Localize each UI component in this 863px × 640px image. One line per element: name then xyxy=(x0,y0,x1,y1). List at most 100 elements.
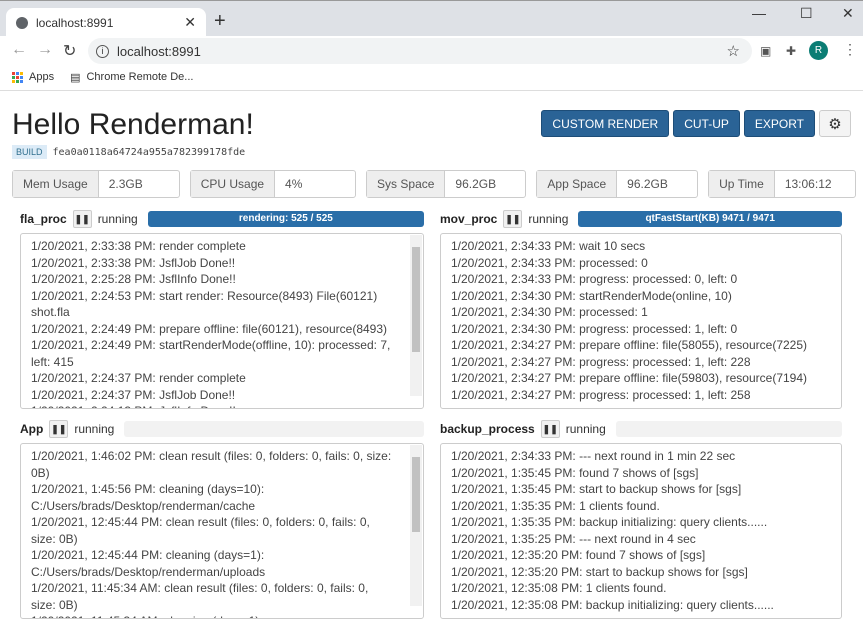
cast-icon[interactable]: ▣ xyxy=(760,44,772,58)
pause-button[interactable]: ❚❚ xyxy=(49,420,69,438)
progress-bar: rendering: 525 / 525 xyxy=(147,211,424,227)
scrollbar[interactable] xyxy=(410,445,422,606)
menu-icon[interactable]: ⋮ xyxy=(843,41,857,57)
maximize-icon[interactable]: ☐ xyxy=(800,5,813,21)
stat-label: App Space xyxy=(537,171,618,197)
process-panel-backup_process: backup_process ❚❚ running 1/20/2021, 2:3… xyxy=(440,420,842,619)
log-line: 1/20/2021, 1:35:35 PM: 1 clients found. xyxy=(451,498,660,513)
stats-row: Mem Usage 2.3GB CPU Usage 4% Sys Space 96.2GB… xyxy=(12,170,856,198)
stat-label: Mem Usage xyxy=(13,171,99,197)
process-name: fla_proc xyxy=(20,212,67,226)
stat-label: CPU Usage xyxy=(190,171,276,197)
pause-button[interactable]: ❚❚ xyxy=(540,420,560,438)
build-label: BUILD xyxy=(12,145,47,159)
log-line: 1/20/2021, 11:45:34 AM: cleaning (days=1… xyxy=(31,613,401,618)
process-panel-fla_proc: fla_proc ❚❚ running rendering: 525 / 525… xyxy=(20,210,424,409)
process-header: fla_proc ❚❚ running rendering: 525 / 525 xyxy=(20,210,424,228)
stat-app-space: App Space 96.2GB xyxy=(536,170,699,198)
avatar[interactable]: R xyxy=(809,41,828,60)
custom-render-button[interactable]: CUSTOM RENDER xyxy=(541,110,670,137)
bookmark-apps[interactable]: Apps xyxy=(29,71,55,83)
star-icon[interactable]: ☆ xyxy=(726,43,740,60)
stat-cpu-usage: CPU Usage 4% xyxy=(189,170,357,198)
export-button[interactable]: EXPORT xyxy=(743,110,815,137)
log-line: 1/20/2021, 2:34:30 PM: progress: process… xyxy=(451,321,738,336)
log-line: 1/20/2021, 12:45:44 PM: cleaning (days=1… xyxy=(31,548,266,579)
log-line: 1/20/2021, 2:24:37 PM: JsflJob Done!! xyxy=(31,387,236,402)
cut-up-button[interactable]: CUT-UP xyxy=(673,110,740,137)
log-line: 1/20/2021, 1:45:56 PM: cleaning (days=10… xyxy=(31,482,265,513)
close-tab-icon[interactable]: ✕ xyxy=(184,14,196,30)
process-header: backup_process ❚❚ running xyxy=(440,420,842,438)
bookmark-chrome-remote[interactable]: Chrome Remote De... xyxy=(86,71,194,83)
log-line: 1/20/2021, 2:34:27 PM: prepare offline: … xyxy=(451,338,808,352)
progress-fill: rendering: 525 / 525 xyxy=(147,211,424,227)
scrollbar-thumb[interactable] xyxy=(412,247,420,352)
log-line: 1/20/2021, 2:24:53 PM: start render: Res… xyxy=(31,288,378,320)
log-line: 1/20/2021, 12:35:08 PM: backup initializ… xyxy=(451,597,774,612)
pause-button[interactable]: ❚❚ xyxy=(72,210,92,228)
stat-up-time: Up Time 13:06:12 xyxy=(708,170,856,198)
log-textarea[interactable]: 1/20/2021, 2:34:33 PM: wait 10 secs 1/20/… xyxy=(440,233,842,409)
close-window-icon[interactable]: ✕ xyxy=(842,5,854,21)
build-info: BUILD fea0a0118a64724a955a782399178fde xyxy=(12,145,245,159)
minimize-icon[interactable]: — xyxy=(752,5,766,21)
process-header: mov_proc ❚❚ running qtFastStart(KB) 9471… xyxy=(440,210,842,228)
extensions-icon[interactable]: ✚ xyxy=(786,44,797,58)
log-line: 1/20/2021, 2:33:38 PM: render complete xyxy=(31,239,246,253)
log-line: 1/20/2021, 2:34:30 PM: processed: 1 xyxy=(451,305,648,319)
stat-value: 96.2GB xyxy=(627,177,668,191)
log-line: 1/20/2021, 2:34:27 PM: prepare offline: … xyxy=(451,371,808,385)
tab-bar: localhost:8991 ✕ + — ☐ ✕ xyxy=(0,0,863,37)
pause-button[interactable]: ❚❚ xyxy=(503,210,523,228)
log-line: 1/20/2021, 1:46:02 PM: clean result (fil… xyxy=(31,449,392,480)
log-line: 1/20/2021, 2:34:33 PM: wait 10 secs xyxy=(451,239,646,253)
log-line: 1/20/2021, 2:34:27 PM: progress: process… xyxy=(451,387,751,402)
log-line: 1/20/2021, 2:25:28 PM: JsflInfo Done!! xyxy=(31,272,236,286)
reload-icon[interactable]: ↻ xyxy=(63,43,77,60)
log-textarea[interactable]: 1/20/2021, 1:46:02 PM: clean result (fil… xyxy=(20,443,424,619)
browser-tab[interactable]: localhost:8991 ✕ xyxy=(6,8,206,37)
stat-value: 4% xyxy=(285,177,303,191)
log-line: 1/20/2021, 1:35:45 PM: found 7 shows of … xyxy=(451,465,699,480)
url-text: localhost:8991 xyxy=(117,43,201,59)
log-line: 1/20/2021, 12:35:20 PM: found 7 shows of… xyxy=(451,548,706,562)
back-icon[interactable]: ← xyxy=(11,41,27,58)
stat-value: 13:06:12 xyxy=(784,177,832,191)
new-tab-icon[interactable]: + xyxy=(214,10,226,32)
toolbar: CUSTOM RENDER CUT-UP EXPORT ⚙ xyxy=(541,110,851,137)
process-header: App ❚❚ running xyxy=(20,420,424,438)
progress-bar xyxy=(124,421,424,437)
log-line: 1/20/2021, 2:34:33 PM: processed: 0 xyxy=(451,255,648,270)
log-line: 1/20/2021, 1:35:45 PM: start to backup s… xyxy=(451,482,742,496)
log-line: 1/20/2021, 11:45:34 AM: clean result (fi… xyxy=(31,581,369,612)
settings-button[interactable]: ⚙ xyxy=(819,110,851,137)
log-textarea[interactable]: 1/20/2021, 2:34:33 PM: --- next round in… xyxy=(440,443,842,619)
log-line: 1/20/2021, 12:35:20 PM: start to backup … xyxy=(451,564,748,579)
log-line: 1/20/2021, 2:34:30 PM: startRenderMode(o… xyxy=(451,288,732,303)
address-bar[interactable]: i localhost:8991 ☆ xyxy=(88,38,752,64)
process-name: App xyxy=(20,422,44,436)
process-status: running xyxy=(565,422,606,436)
info-icon[interactable]: i xyxy=(96,44,109,58)
forward-icon[interactable]: → xyxy=(37,41,53,58)
stat-label: Sys Space xyxy=(367,171,446,197)
log-line: 1/20/2021, 2:24:37 PM: render complete xyxy=(31,371,246,385)
gear-icon: ⚙ xyxy=(828,115,842,133)
process-name: backup_process xyxy=(440,422,535,436)
process-panel-mov_proc: mov_proc ❚❚ running qtFastStart(KB) 9471… xyxy=(440,210,842,409)
apps-icon xyxy=(12,71,23,83)
scrollbar[interactable] xyxy=(410,235,422,396)
process-panel-App: App ❚❚ running 1/20/2021, 1:46:02 PM: cl… xyxy=(20,420,424,619)
log-line: 1/20/2021, 2:33:38 PM: JsflJob Done!! xyxy=(31,255,236,270)
process-status: running xyxy=(97,212,138,226)
log-line: 1/20/2021, 12:35:08 PM: 1 clients found. xyxy=(451,581,667,595)
scrollbar-thumb[interactable] xyxy=(412,457,420,532)
process-status: running xyxy=(528,212,569,226)
progress-bar: qtFastStart(KB) 9471 / 9471 xyxy=(578,211,842,227)
log-line: 1/20/2021, 2:34:27 PM: progress: process… xyxy=(451,354,751,369)
log-line: 1/20/2021, 1:35:35 PM: backup initializi… xyxy=(451,515,768,529)
log-textarea[interactable]: 1/20/2021, 2:33:38 PM: render complete 1/… xyxy=(20,233,424,409)
page-title: Hello Renderman! xyxy=(12,108,254,141)
bookmarks-bar: Apps ▤ Chrome Remote De... xyxy=(0,64,863,91)
